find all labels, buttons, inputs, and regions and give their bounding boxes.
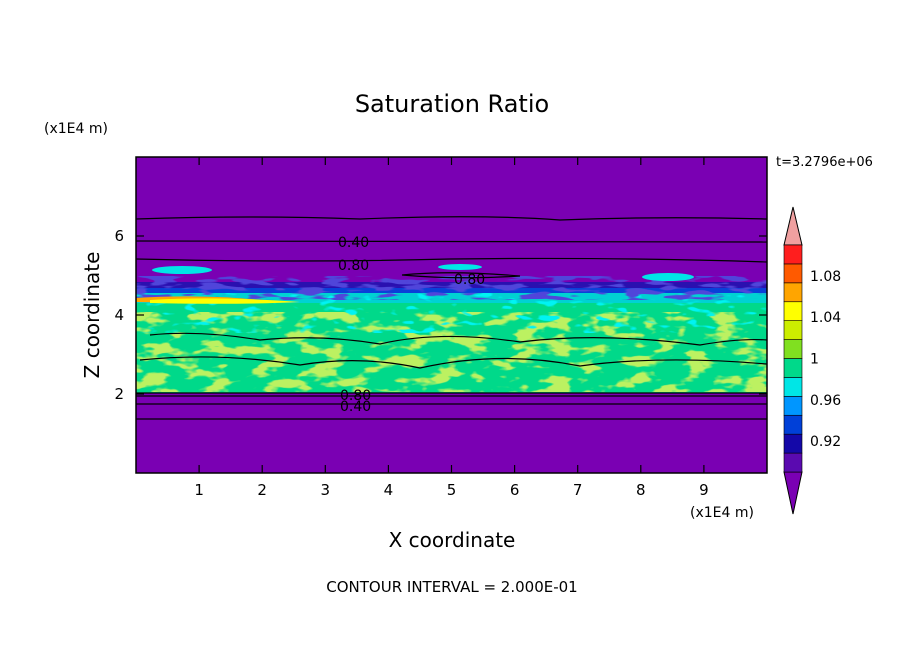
y-tick-label: 2 xyxy=(114,385,124,403)
x-unit-label: (x1E4 m) xyxy=(690,505,754,521)
colorbar-swatch xyxy=(783,244,803,265)
colorbar-swatch xyxy=(783,396,803,416)
contour-label: 0.40 xyxy=(340,399,371,415)
colorbar-upper-arrow xyxy=(783,206,803,246)
upper-lens-1 xyxy=(152,266,212,274)
colorbar-label: 1 xyxy=(810,352,819,368)
colorbar-swatch xyxy=(783,377,803,397)
contour-label: 0.80 xyxy=(340,388,371,404)
contour-label: 0.80 xyxy=(338,258,369,274)
y-axis-title: Z coordinate xyxy=(80,252,104,379)
colorbar-swatch xyxy=(783,339,803,359)
colorbar-label: 1.08 xyxy=(810,269,841,285)
colorbar-swatch xyxy=(783,414,803,435)
contour-interval-footer: CONTOUR INTERVAL = 2.000E-01 xyxy=(326,578,577,596)
contour-field xyxy=(136,157,767,473)
contour-label: 0.80 xyxy=(454,272,485,288)
contour-label-group: 0.40 0.80 0.80 0.80 0.40 xyxy=(338,235,485,415)
y-axis: 2 4 6 xyxy=(114,227,767,403)
x-axis: 1 2 3 4 5 6 7 8 9 xyxy=(194,157,709,499)
chart-title: Saturation Ratio xyxy=(355,90,549,118)
x-tick-label: 6 xyxy=(510,481,520,499)
warm-streak-2 xyxy=(150,298,300,304)
x-tick-label: 7 xyxy=(573,481,583,499)
contour-lines xyxy=(136,216,767,420)
contour-label: 0.40 xyxy=(338,235,369,251)
x-tick-label: 4 xyxy=(384,481,394,499)
colorbar-swatch xyxy=(783,358,803,378)
colorbar-swatch xyxy=(783,320,803,340)
y-tick-label: 4 xyxy=(114,306,124,324)
colorbar-swatch xyxy=(783,452,803,473)
upper-lens-3 xyxy=(642,273,694,281)
upper-lens-2 xyxy=(438,264,482,270)
colorbar-swatch xyxy=(783,263,803,284)
colorbar-swatch xyxy=(783,282,803,303)
colorbar: 1.08 1.04 1 0.96 0.92 xyxy=(783,206,841,515)
x-axis-title: X coordinate xyxy=(389,528,516,552)
x-tick-label: 5 xyxy=(447,481,457,499)
time-label: t=3.2796e+06 xyxy=(776,155,873,170)
colorbar-label: 0.96 xyxy=(810,393,841,409)
x-tick-label: 8 xyxy=(636,481,646,499)
x-tick-label: 2 xyxy=(257,481,267,499)
colorbar-swatch xyxy=(783,433,803,454)
colorbar-label: 0.92 xyxy=(810,434,841,450)
x-tick-label: 9 xyxy=(699,481,709,499)
y-tick-label: 6 xyxy=(114,227,124,245)
x-tick-label: 1 xyxy=(194,481,204,499)
colorbar-lower-arrow xyxy=(783,471,803,515)
x-tick-label: 3 xyxy=(321,481,331,499)
colorbar-label: 1.04 xyxy=(810,310,841,326)
y-unit-label: (x1E4 m) xyxy=(44,121,108,137)
colorbar-swatch xyxy=(783,301,803,321)
